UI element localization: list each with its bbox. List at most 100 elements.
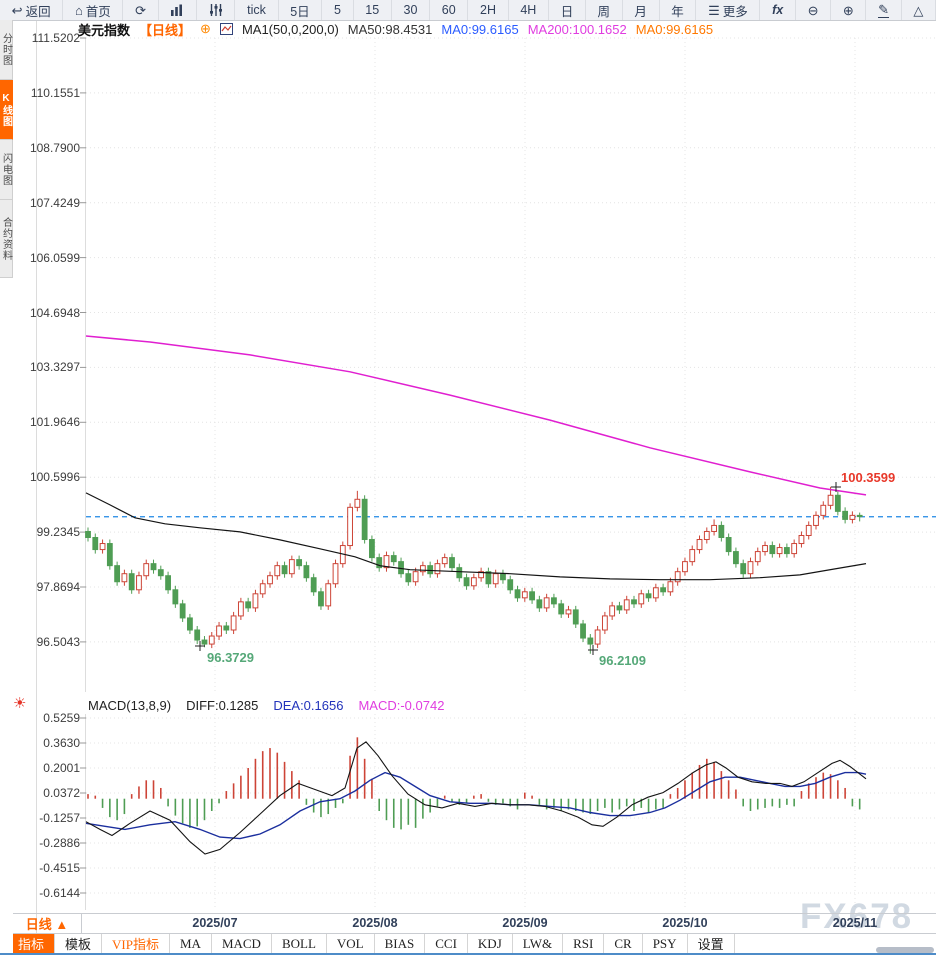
macd-diff-value: DIFF:0.1285 — [186, 697, 259, 713]
panel-divider — [36, 20, 37, 955]
draw-button[interactable]: ✎ — [866, 0, 902, 20]
tab-cci[interactable]: CCI — [425, 934, 468, 953]
ma200-line — [85, 335, 867, 496]
interval-year-button-label: 年 — [671, 4, 684, 19]
interval-5m-button[interactable]: 5 — [322, 0, 354, 20]
macd-params-label: MACD(13,8,9) — [88, 697, 172, 713]
macd-dea-value: DEA:0.1656 — [273, 697, 344, 713]
tab-vip-indicator[interactable]: VIP指标 — [102, 934, 170, 953]
add-indicator-icon[interactable]: ⊕ — [200, 21, 211, 36]
top-toolbar: ↩ 返回 ⌂ 首页 ⟳ tick 5日 5 15 30 60 2H 4H 日周月年 ☰ 更多 fx ⊖ ⊕ ✎ △ — [0, 0, 936, 21]
interval-4h-button[interactable]: 4H — [509, 0, 550, 20]
interval-15m-button-label: 15 — [365, 3, 380, 17]
interval-year-button[interactable]: 年 — [660, 0, 697, 20]
more-button[interactable]: ☰ 更多 — [696, 0, 761, 20]
tab-bias[interactable]: BIAS — [375, 934, 426, 953]
tab-indicator[interactable]: 指标 — [8, 934, 56, 953]
interval-60m-button[interactable]: 60 — [430, 0, 469, 20]
tab-rsi[interactable]: RSI — [563, 934, 605, 953]
sidebar-tab-lightning[interactable]: 闪电图 — [0, 140, 13, 200]
tab-ma[interactable]: MA — [170, 934, 212, 953]
interval-5d-button[interactable]: 5日 — [279, 0, 323, 20]
refresh-icon: ⟳ — [135, 2, 147, 18]
horizontal-scrollbar[interactable] — [876, 947, 934, 953]
interval-5m-button-label: 5 — [333, 3, 341, 17]
interval-15m-button[interactable]: 15 — [354, 0, 392, 20]
chart-type-sidebar: 分时图 K线图 闪电图 合约资料 — [0, 20, 13, 955]
interval-4h-button-label: 4H — [520, 3, 537, 17]
symbol-name: 美元指数 — [78, 22, 131, 38]
formula-button[interactable]: fx — [760, 0, 796, 20]
tab-lwr[interactable]: LW& — [513, 934, 564, 953]
sidebar-tab-kline[interactable]: K线图 — [0, 80, 13, 140]
draw-icon: ✎ — [878, 1, 890, 18]
period-label[interactable]: 【日线】 — [139, 22, 192, 38]
macd-diff-line — [85, 741, 867, 855]
bar-chart-icon — [170, 4, 184, 16]
interval-30m-button[interactable]: 30 — [392, 0, 431, 20]
tab-cr[interactable]: CR — [604, 934, 643, 953]
indicator-settings-icon[interactable]: ☀ — [13, 695, 27, 712]
menu-icon: ☰ — [708, 2, 720, 18]
x-axis-label: 2025/07 — [192, 916, 238, 930]
formula-button-label: fx — [772, 3, 784, 17]
interval-30m-button-label: 30 — [403, 3, 418, 17]
ma0-blue-value: MA0:99.6165 — [441, 21, 519, 37]
tab-vol[interactable]: VOL — [327, 934, 375, 953]
ma50-value: MA50:98.4531 — [347, 21, 433, 37]
indicator-tabbar: 指标 模板 VIP指标 MA MACD BOLL VOL BIAS CCI KDJ LW& RSI CR… — [0, 933, 936, 953]
interval-2h-button[interactable]: 2H — [468, 0, 509, 20]
low-price-annotation: 96.2109 — [599, 653, 646, 668]
zoom-in-icon: ⊕ — [842, 2, 854, 18]
tab-kdj[interactable]: KDJ — [468, 934, 513, 953]
tab-template[interactable]: 模板 — [55, 934, 103, 953]
back-icon: ↩ — [11, 2, 23, 18]
chart-type-button[interactable] — [159, 0, 198, 20]
interval-month-button[interactable]: 月 — [623, 0, 660, 20]
tab-settings[interactable]: 设置 — [688, 934, 735, 953]
interval-month-button-label: 月 — [634, 4, 647, 19]
back-button-label: 返回 — [25, 4, 51, 19]
tab-psy[interactable]: PSY — [643, 934, 688, 953]
high-price-annotation: 100.3599 — [841, 470, 896, 485]
macd-dea-line — [85, 771, 867, 840]
chart-header: 美元指数 【日线】 ⊕ MA1(50,0,200,0) MA50:98.4531… — [78, 21, 713, 38]
chart-style-icon[interactable] — [219, 23, 233, 35]
interval-day-button-label: 日 — [560, 4, 574, 19]
sidebar-tab-time-share[interactable]: 分时图 — [0, 20, 13, 80]
back-button[interactable]: ↩ 返回 — [0, 0, 64, 20]
interval-tick-button[interactable]: tick — [235, 0, 279, 20]
home-button-label: 首页 — [85, 4, 111, 19]
ma200-value: MA200:100.1652 — [527, 21, 627, 37]
macd-histogram — [87, 737, 861, 830]
tab-boll[interactable]: BOLL — [272, 934, 327, 953]
x-axis-row: 日线 ▲ 2025/07 2025/08 2025/09 2025/10 2025/11 — [0, 913, 936, 933]
refresh-button[interactable]: ⟳ — [123, 0, 159, 20]
window-bottom-edge — [0, 953, 936, 955]
interval-5d-button-label: 5日 — [290, 4, 310, 19]
home-button[interactable]: ⌂ 首页 — [63, 0, 124, 20]
interval-week-button[interactable]: 周 — [586, 0, 623, 20]
period-selector[interactable]: 日线 ▲ — [13, 914, 82, 933]
x-axis-label: 2025/08 — [352, 916, 398, 930]
macd-header: MACD(13,8,9) DIFF:0.1285 DEA:0.1656 MACD… — [88, 697, 444, 713]
macd-hist-value: MACD:-0.0742 — [358, 697, 445, 713]
tab-macd[interactable]: MACD — [212, 934, 272, 953]
zoom-out-button[interactable]: ⊖ — [796, 0, 832, 20]
low-price-annotation: 96.3729 — [207, 650, 254, 665]
candles — [85, 486, 863, 654]
gridlines — [80, 37, 936, 910]
interval-60m-button-label: 60 — [441, 3, 456, 17]
interval-week-button-label: 周 — [597, 4, 611, 19]
ma-settings-label: MA1(50,0,200,0) — [241, 21, 339, 37]
indicator-settings-button[interactable] — [197, 0, 236, 20]
ma50-line — [85, 492, 867, 581]
interval-day-button[interactable]: 日 — [549, 0, 586, 20]
shapes-button[interactable]: △ — [902, 0, 936, 20]
sidebar-tab-contract-info[interactable]: 合约资料 — [0, 200, 13, 278]
zoom-in-button[interactable]: ⊕ — [831, 0, 867, 20]
zoom-out-icon: ⊖ — [807, 2, 819, 18]
